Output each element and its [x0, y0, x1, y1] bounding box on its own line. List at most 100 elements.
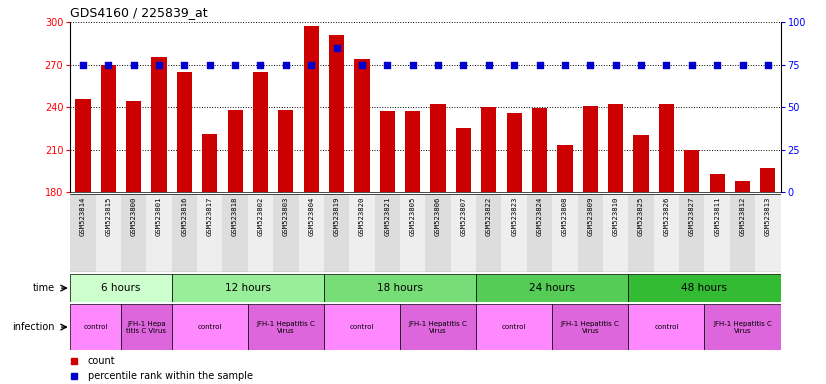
Bar: [553, 194, 577, 272]
Text: JFH-1 Hepatitis C
Virus: JFH-1 Hepatitis C Virus: [257, 321, 316, 334]
Point: [507, 61, 520, 68]
Point: [355, 61, 368, 68]
Point: [229, 61, 242, 68]
Bar: [430, 104, 446, 192]
Bar: [603, 194, 629, 272]
Text: GSM523810: GSM523810: [613, 197, 619, 236]
Point: [330, 45, 343, 51]
Bar: [146, 194, 172, 272]
Text: GSM523807: GSM523807: [460, 197, 467, 236]
Bar: [202, 134, 217, 192]
Point: [685, 61, 698, 68]
Bar: [558, 145, 572, 192]
Bar: [172, 274, 324, 302]
Bar: [451, 194, 476, 272]
Point: [406, 61, 420, 68]
Text: GSM523801: GSM523801: [156, 197, 162, 236]
Bar: [375, 194, 400, 272]
Text: GSM523812: GSM523812: [739, 197, 746, 236]
Point: [381, 61, 394, 68]
Bar: [248, 304, 324, 350]
Bar: [705, 194, 730, 272]
Bar: [653, 194, 679, 272]
Text: GSM523804: GSM523804: [308, 197, 314, 236]
Bar: [527, 194, 553, 272]
Text: control: control: [197, 324, 222, 330]
Point: [76, 61, 89, 68]
Bar: [532, 109, 547, 192]
Point: [178, 61, 191, 68]
Bar: [197, 194, 222, 272]
Bar: [354, 59, 369, 192]
Bar: [553, 304, 629, 350]
Text: GSM523817: GSM523817: [206, 197, 213, 236]
Bar: [684, 150, 700, 192]
Text: control: control: [502, 324, 526, 330]
Point: [736, 61, 749, 68]
Text: infection: infection: [12, 322, 55, 332]
Point: [457, 61, 470, 68]
Bar: [121, 304, 172, 350]
Point: [152, 61, 165, 68]
Bar: [324, 274, 476, 302]
Text: 18 hours: 18 hours: [377, 283, 423, 293]
Text: JFH-1 Hepatitis C
Virus: JFH-1 Hepatitis C Virus: [561, 321, 620, 334]
Bar: [96, 194, 121, 272]
Bar: [227, 110, 243, 192]
Text: GSM523821: GSM523821: [384, 197, 391, 236]
Text: GSM523806: GSM523806: [435, 197, 441, 236]
Text: GSM523803: GSM523803: [282, 197, 289, 236]
Point: [609, 61, 622, 68]
Text: 48 hours: 48 hours: [681, 283, 728, 293]
Bar: [70, 274, 172, 302]
Text: GSM523813: GSM523813: [765, 197, 771, 236]
Bar: [70, 194, 96, 272]
Bar: [476, 194, 501, 272]
Bar: [400, 194, 425, 272]
Text: GSM523824: GSM523824: [537, 197, 543, 236]
Bar: [273, 194, 298, 272]
Bar: [679, 194, 705, 272]
Point: [584, 61, 597, 68]
Bar: [248, 194, 273, 272]
Text: GSM523818: GSM523818: [232, 197, 238, 236]
Bar: [177, 72, 192, 192]
Bar: [730, 194, 755, 272]
Bar: [425, 194, 451, 272]
Text: GSM523827: GSM523827: [689, 197, 695, 236]
Point: [203, 61, 216, 68]
Text: GSM523811: GSM523811: [714, 197, 720, 236]
Bar: [735, 181, 750, 192]
Text: GSM523822: GSM523822: [486, 197, 491, 236]
Bar: [705, 304, 781, 350]
Bar: [126, 101, 141, 192]
Text: GSM523808: GSM523808: [562, 197, 568, 236]
Bar: [329, 35, 344, 192]
Point: [660, 61, 673, 68]
Bar: [253, 72, 268, 192]
Text: GSM523814: GSM523814: [80, 197, 86, 236]
Bar: [101, 65, 116, 192]
Bar: [400, 304, 476, 350]
Bar: [659, 104, 674, 192]
Text: GSM523820: GSM523820: [359, 197, 365, 236]
Bar: [456, 128, 471, 192]
Bar: [298, 194, 324, 272]
Bar: [755, 194, 781, 272]
Bar: [608, 104, 624, 192]
Bar: [324, 194, 349, 272]
Text: control: control: [349, 324, 374, 330]
Bar: [70, 304, 121, 350]
Bar: [629, 304, 705, 350]
Text: GSM523815: GSM523815: [105, 197, 112, 236]
Point: [710, 61, 724, 68]
Point: [127, 61, 140, 68]
Bar: [710, 174, 724, 192]
Text: JFH-1 Hepa
titis C Virus: JFH-1 Hepa titis C Virus: [126, 321, 166, 334]
Bar: [380, 111, 395, 192]
Text: GSM523805: GSM523805: [410, 197, 415, 236]
Bar: [278, 110, 293, 192]
Bar: [151, 58, 167, 192]
Bar: [476, 274, 629, 302]
Text: JFH-1 Hepatitis C
Virus: JFH-1 Hepatitis C Virus: [409, 321, 468, 334]
